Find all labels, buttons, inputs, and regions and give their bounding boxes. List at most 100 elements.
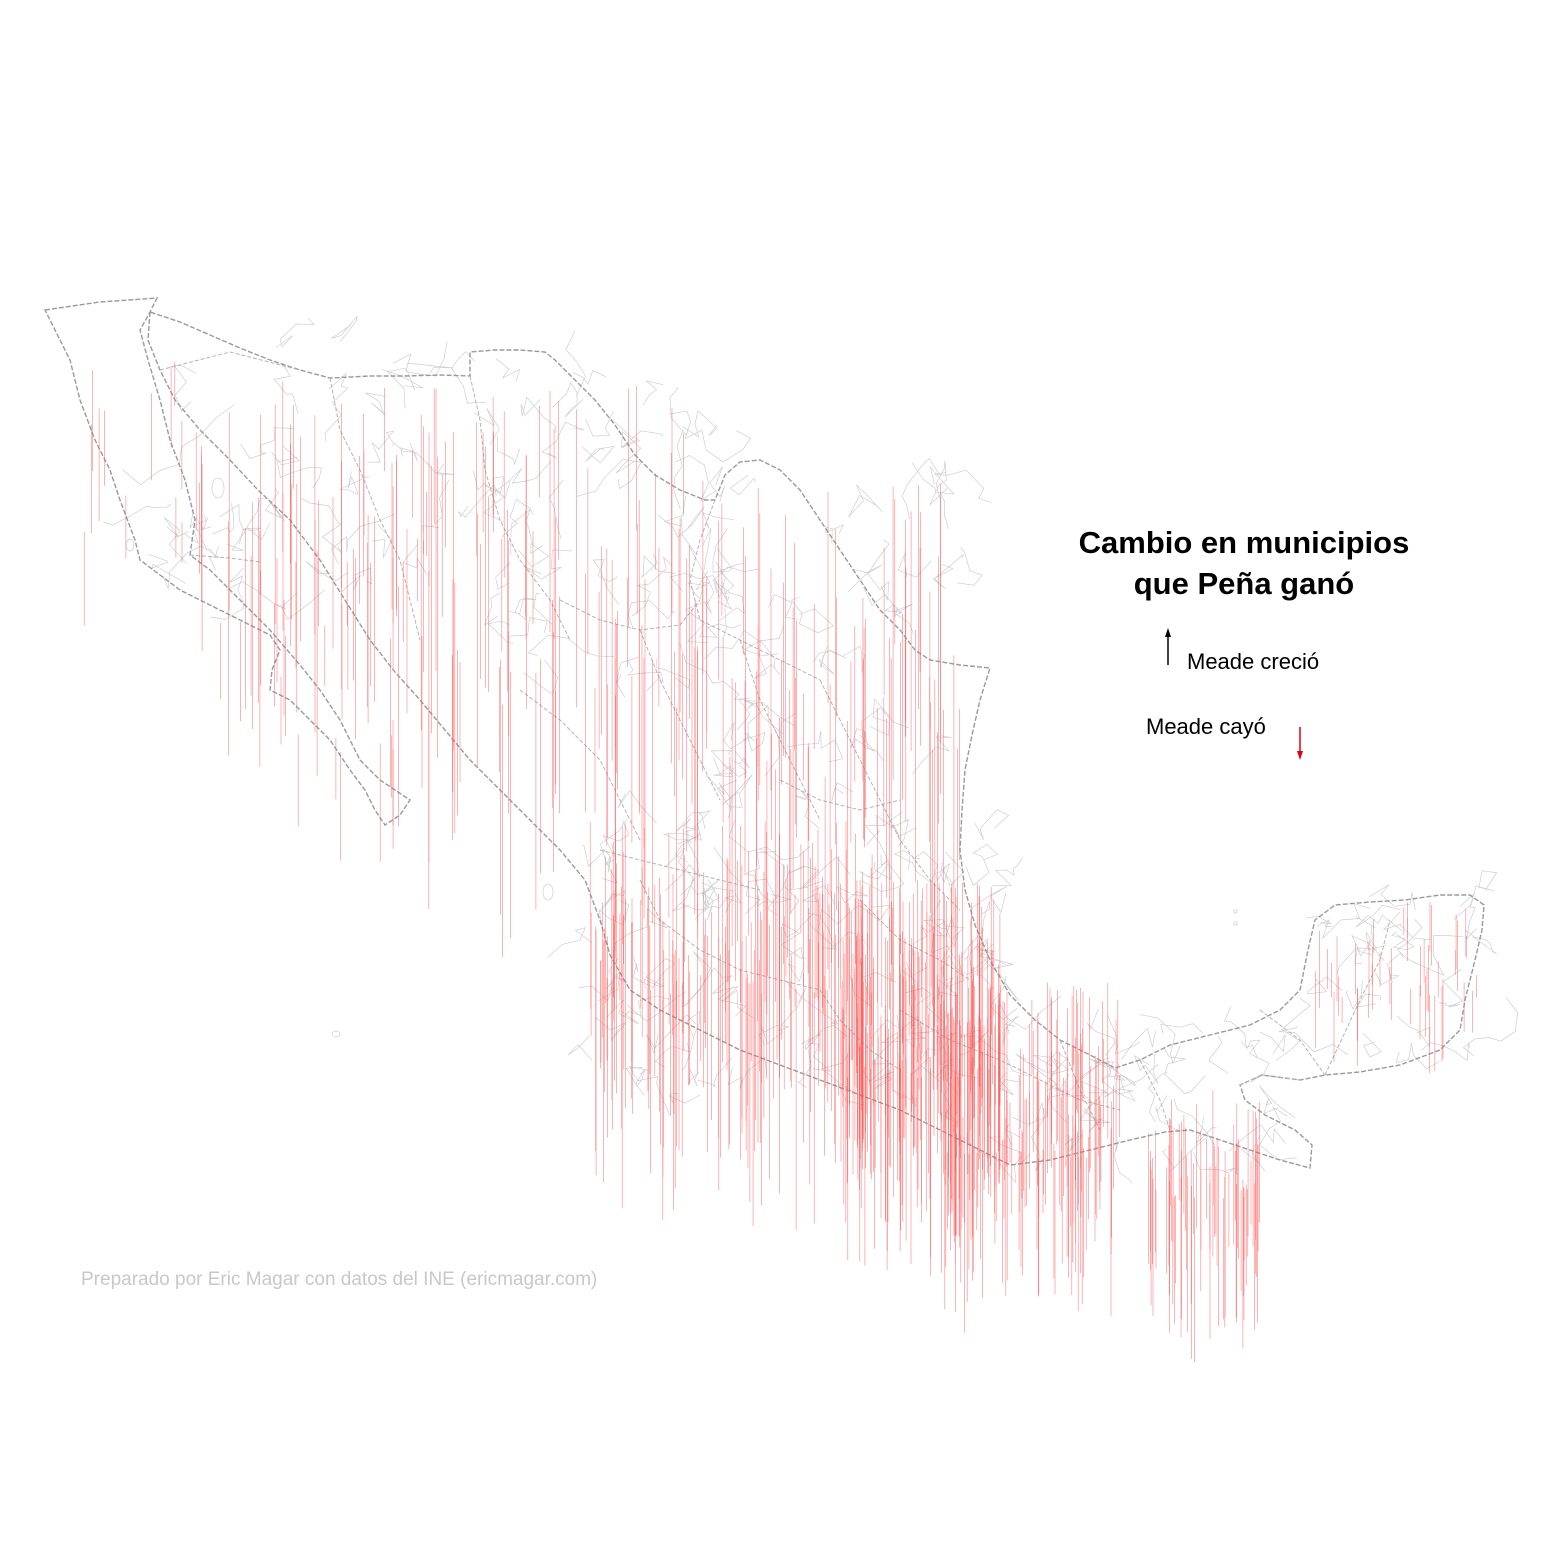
municipal-border <box>672 877 694 912</box>
municipal-border <box>836 886 869 904</box>
municipal-border <box>818 646 846 675</box>
municipal-border <box>718 592 745 622</box>
municipal-border <box>974 809 1010 840</box>
municipal-border <box>487 460 552 498</box>
municipal-border <box>367 430 395 463</box>
municipal-border <box>848 564 889 601</box>
municipal-border <box>722 596 730 639</box>
municipal-border <box>934 469 992 503</box>
mainland-outline <box>147 311 1485 1169</box>
municipal-border <box>1362 1032 1382 1058</box>
municipal-border <box>615 430 642 474</box>
municipal-border <box>487 620 514 645</box>
municipal-border <box>853 539 890 574</box>
municipal-border <box>507 597 536 620</box>
municipal-border <box>713 757 735 778</box>
municipal-border <box>1259 1085 1296 1119</box>
municipal-border <box>193 514 219 558</box>
municipal-border <box>911 462 955 495</box>
municipal-border <box>324 372 349 442</box>
municipal-border <box>939 492 949 529</box>
municipal-border <box>103 503 172 526</box>
municipal-border <box>451 351 486 404</box>
municipal-border <box>642 380 664 406</box>
municipal-border <box>1027 1061 1064 1096</box>
municipal-border <box>631 555 673 617</box>
municipal-border <box>579 970 621 1002</box>
municipal-border <box>897 551 932 578</box>
municipal-border <box>1140 1014 1181 1065</box>
municipal-border <box>694 879 719 920</box>
island-revillagigedo <box>331 1030 341 1038</box>
municipal-border <box>656 658 691 689</box>
municipal-border <box>572 370 607 385</box>
municipal-border <box>702 528 712 570</box>
municipal-border <box>622 995 670 1018</box>
municipal-border <box>212 503 235 535</box>
municipal-border <box>1354 931 1387 965</box>
municipal-border <box>684 429 752 463</box>
municipal-border <box>271 445 300 466</box>
municipal-border <box>163 517 188 564</box>
municipal-border <box>657 506 705 538</box>
map-title-line-2: que Peña ganó <box>1134 566 1354 601</box>
municipal-border <box>664 838 701 891</box>
credit-note: Preparado por Eric Magar con datos del I… <box>81 1269 597 1290</box>
municipal-border <box>668 387 692 436</box>
municipal-border <box>1306 915 1333 928</box>
municipal-border <box>729 474 756 496</box>
municipal-border <box>981 900 991 940</box>
municipal-border <box>592 559 620 605</box>
municipal-border <box>1103 1063 1159 1102</box>
municipal-border <box>1464 929 1497 955</box>
municipal-border <box>501 498 534 538</box>
municipal-border <box>599 888 626 912</box>
municipal-border <box>684 951 711 1007</box>
municipal-border <box>148 553 186 584</box>
municipal-border <box>675 455 716 502</box>
municipal-border <box>668 1092 701 1104</box>
municipal-border <box>787 946 805 983</box>
municipal-border <box>940 862 953 894</box>
municipal-border <box>1106 1014 1140 1055</box>
municipal-border <box>702 512 735 530</box>
municipal-border <box>625 1067 645 1096</box>
municipal-border <box>704 630 760 660</box>
municipal-border <box>576 459 642 497</box>
municipal-border <box>606 999 639 1025</box>
municipal-border <box>341 567 373 593</box>
municipal-border <box>1048 1063 1101 1098</box>
municipal-border <box>1391 931 1415 951</box>
municipal-border <box>189 508 208 531</box>
municipal-border <box>743 851 777 904</box>
municipal-border <box>962 1136 1023 1184</box>
municipal-border <box>1160 1023 1204 1034</box>
municipal-border <box>970 886 1007 927</box>
municipal-border <box>1173 1098 1215 1146</box>
municipal-border <box>802 856 851 888</box>
municipal-border <box>998 1071 1021 1096</box>
municipal-border <box>226 581 287 610</box>
municipal-border <box>1459 892 1477 940</box>
municipal-border <box>818 904 892 929</box>
municipal-border <box>518 542 550 568</box>
municipal-border <box>122 404 235 486</box>
municipal-border <box>767 869 809 916</box>
municipal-border <box>1163 1047 1206 1095</box>
municipal-border <box>831 781 854 802</box>
municipal-border <box>273 363 299 414</box>
municipal-border <box>173 364 197 412</box>
municipal-border <box>387 367 416 409</box>
municipal-border <box>381 369 424 389</box>
municipal-border <box>759 848 800 914</box>
municipal-border <box>627 600 676 629</box>
municipal-border <box>617 789 657 824</box>
municipal-border <box>786 730 844 763</box>
municipal-border <box>305 561 349 582</box>
municipal-border <box>912 735 952 775</box>
municipal-border <box>162 545 220 589</box>
municipal-border <box>868 698 892 737</box>
municipal-border <box>901 457 940 520</box>
legend-down-label: Meade cayó <box>1146 714 1266 739</box>
